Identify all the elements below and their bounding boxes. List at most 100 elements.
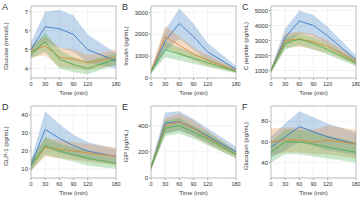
tick-label: 120: [83, 81, 92, 87]
tick: [149, 125, 151, 126]
tick: [151, 78, 152, 80]
band: [151, 42, 236, 74]
plot-frame: [31, 106, 116, 178]
plot-frame: [271, 106, 356, 178]
grid-line: [151, 6, 152, 78]
tick: [236, 78, 237, 80]
tick: [29, 151, 31, 152]
y-label: GIP (pg/mL): [123, 130, 129, 163]
line: [151, 122, 236, 168]
tick-label: 0: [29, 181, 32, 187]
y-label: Insulin (pg/mL): [123, 26, 129, 66]
tick: [29, 115, 31, 116]
band: [151, 111, 236, 170]
panel-label: B: [122, 2, 128, 12]
data-area: [31, 111, 116, 170]
tick-label: 180: [111, 81, 120, 87]
tick-label: 1000: [255, 68, 269, 74]
tick: [73, 78, 74, 80]
tick: [149, 56, 151, 57]
tick: [269, 10, 271, 11]
line: [31, 146, 116, 166]
tick-label: 40: [21, 112, 28, 118]
tick: [29, 133, 31, 134]
tick-label: 180: [231, 181, 240, 187]
tick-label: 5000: [255, 8, 269, 14]
tick-label: 10: [21, 166, 28, 172]
x-label: Time (min): [299, 190, 327, 196]
tick: [149, 78, 151, 79]
tick-label: 60: [296, 81, 302, 87]
band: [151, 114, 236, 170]
line: [31, 42, 116, 69]
tick-label: 30: [42, 181, 48, 187]
grid-line: [271, 6, 272, 78]
line: [151, 23, 236, 71]
tick-label: 6: [25, 28, 29, 34]
tick-label: 60: [56, 181, 62, 187]
x-label: Time (min): [299, 90, 327, 96]
tick: [151, 178, 152, 180]
data-area: [31, 10, 116, 74]
line: [271, 39, 356, 71]
line: [31, 46, 116, 63]
tick: [299, 78, 300, 80]
tick-label: 40: [261, 160, 268, 166]
tick: [327, 78, 328, 80]
band: [271, 11, 356, 73]
tick: [269, 121, 271, 122]
tick-label: 200: [138, 149, 149, 155]
tick-label: 120: [203, 181, 212, 187]
panel: 100020003000400050000306090120180Time (m…: [242, 2, 360, 96]
y-label: GLP-1 (pg/mL): [3, 126, 9, 166]
grid-line: [356, 6, 357, 78]
band: [31, 33, 116, 75]
tick: [29, 11, 31, 12]
tick: [29, 30, 31, 31]
tick: [285, 178, 286, 180]
tick-label: 180: [111, 181, 120, 187]
tick: [87, 178, 88, 180]
tick: [29, 49, 31, 50]
panel: 02004000306090120180Time (min)GIP (pg/mL…: [122, 102, 241, 196]
tick: [193, 178, 194, 180]
data-area: [151, 8, 236, 73]
tick: [269, 25, 271, 26]
panel-label: E: [122, 102, 128, 112]
tick-label: 180: [231, 81, 240, 87]
tick: [149, 178, 151, 179]
tick: [207, 178, 208, 180]
tick: [271, 178, 272, 180]
tick: [31, 78, 32, 80]
panel: 01000200030000306090120180Time (min)Insu…: [122, 2, 241, 96]
data-area: [271, 11, 356, 73]
band: [271, 33, 356, 73]
line: [271, 39, 356, 71]
tick-label: 30: [21, 130, 28, 136]
tick: [179, 178, 180, 180]
y-label: Glucose (mmol/L): [3, 22, 9, 69]
grid-line: [236, 106, 237, 178]
tick: [236, 178, 237, 180]
tick-label: 3000: [135, 10, 149, 16]
grid-line: [207, 6, 208, 78]
tick: [269, 142, 271, 143]
figure: 45670306090120180Time (min)Glucose (mmol…: [0, 0, 360, 200]
tick-label: 60: [56, 81, 62, 87]
tick: [165, 78, 166, 80]
line: [271, 21, 356, 71]
line: [151, 126, 236, 168]
tick: [269, 70, 271, 71]
band: [271, 32, 356, 73]
panel-label: C: [242, 2, 249, 12]
tick-label: 80: [261, 118, 268, 124]
tick: [87, 78, 88, 80]
tick: [149, 12, 151, 13]
line: [271, 142, 356, 152]
tick: [45, 78, 46, 80]
plot-frame: [151, 6, 236, 78]
y-label: C peptide (pg/mL): [243, 22, 249, 70]
line: [31, 129, 116, 165]
tick-label: 0: [269, 81, 272, 87]
panel: 45670306090120180Time (min)Glucose (mmol…: [2, 2, 121, 96]
